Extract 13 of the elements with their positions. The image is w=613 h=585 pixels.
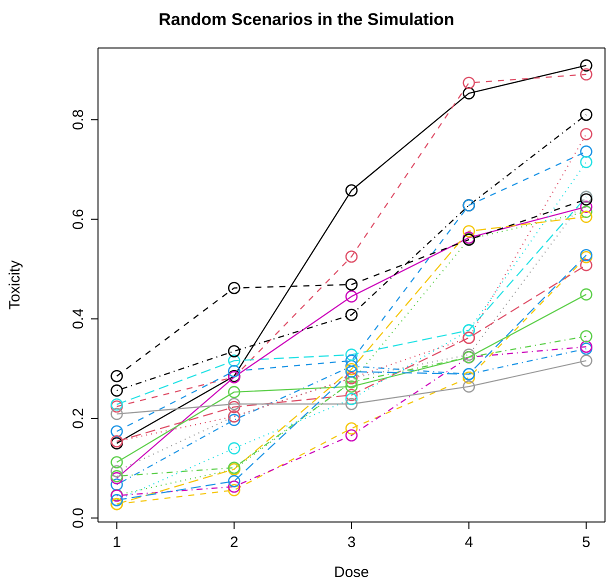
y-tick-label: 0.0 <box>70 508 87 528</box>
x-axis-title: Dose <box>334 564 370 581</box>
x-tick-label: 1 <box>112 534 121 551</box>
x-tick-label: 2 <box>230 534 238 551</box>
y-tick-label: 0.6 <box>70 208 87 230</box>
x-tick-label: 5 <box>582 534 590 551</box>
y-tick-label: 0.4 <box>70 308 87 330</box>
chart-title: Random Scenarios in the Simulation <box>158 10 456 30</box>
y-axis-title: Toxicity <box>6 260 24 310</box>
y-tick-label: 0.2 <box>70 408 87 429</box>
x-tick-label: 4 <box>464 534 474 551</box>
x-tick-label: 3 <box>347 534 356 551</box>
y-tick-label: 0.8 <box>70 109 87 130</box>
